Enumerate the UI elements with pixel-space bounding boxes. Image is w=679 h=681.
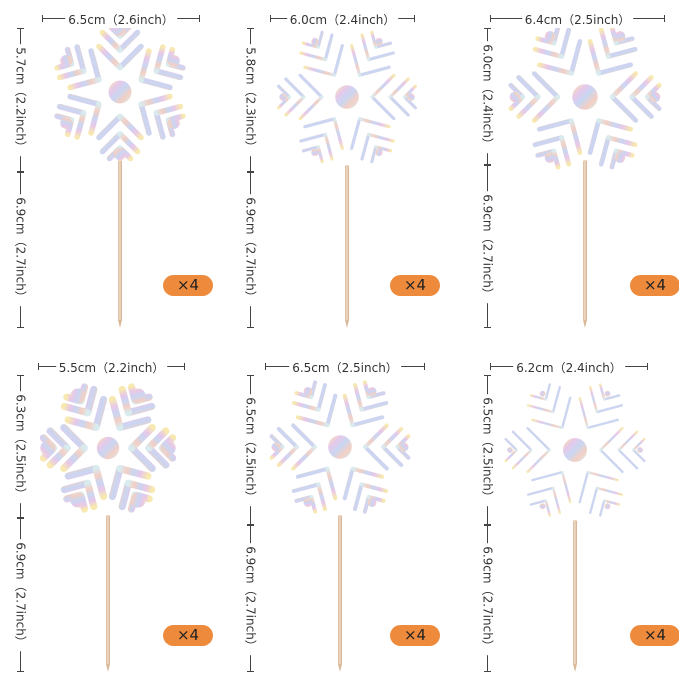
bottom-height-dimension-line: 6.9cm（2.7inch） (242, 525, 260, 672)
snowflake-icon (54, 22, 186, 162)
bottom-height-label: 6.9cm（2.7inch） (479, 542, 497, 655)
snowflake-icon (39, 383, 177, 513)
top-height-label: 6.5cm（2.5inch） (242, 394, 260, 506)
quantity-badge: ×4 (390, 625, 440, 646)
snowflake-icon (508, 24, 662, 170)
width-label: 6.0cm（2.4inch） (286, 11, 399, 28)
toothpick-stick (345, 165, 349, 328)
width-dimension-line: 5.5cm（2.2inch） (38, 359, 185, 376)
quantity-badge: ×4 (163, 625, 213, 646)
snowflake-icon (276, 30, 418, 164)
bottom-height-label: 6.9cm（2.7inch） (479, 190, 497, 303)
bottom-height-label: 6.9cm（2.7inch） (242, 542, 260, 655)
bottom-height-dimension-line: 6.9cm（2.7inch） (242, 172, 260, 328)
snowflake-icon (269, 380, 411, 514)
toothpick-stick (338, 515, 342, 672)
width-dimension-line: 6.5cm（2.6inch） (42, 11, 200, 28)
width-dimension-line: 6.4cm（2.5inch） (490, 11, 665, 28)
width-dimension-line: 6.0cm（2.4inch） (270, 11, 415, 28)
top-height-label: 6.0cm（2.4inch） (479, 40, 497, 153)
bottom-height-dimension-line: 6.9cm（2.7inch） (479, 525, 497, 672)
top-height-dimension-line: 6.5cm（2.5inch） (242, 375, 260, 525)
bottom-height-label: 6.9cm（2.7inch） (242, 194, 260, 306)
width-label: 5.5cm（2.2inch） (55, 359, 168, 376)
top-height-dimension-line: 6.5cm（2.5inch） (479, 375, 497, 525)
top-height-label: 5.7cm（2.2inch） (12, 44, 30, 156)
bottom-height-dimension-line: 6.9cm（2.7inch） (12, 518, 30, 672)
quantity-badge: ×4 (630, 625, 679, 646)
bottom-height-dimension-line: 6.9cm（2.7inch） (479, 165, 497, 328)
toothpick-stick (573, 520, 577, 672)
top-height-label: 6.3cm（2.5inch） (12, 390, 30, 503)
width-dimension-line: 6.5cm（2.5inch） (265, 359, 425, 376)
top-height-label: 6.5cm（2.5inch） (479, 394, 497, 506)
top-height-dimension-line: 6.0cm（2.4inch） (479, 28, 497, 165)
width-label: 6.5cm（2.6inch） (65, 11, 177, 28)
width-label: 6.5cm（2.5inch） (289, 359, 401, 376)
top-height-dimension-line: 6.3cm（2.5inch） (12, 375, 30, 518)
bottom-height-label: 6.9cm（2.7inch） (12, 539, 30, 651)
toothpick-stick (106, 515, 110, 672)
quantity-badge: ×4 (630, 275, 679, 296)
bottom-height-dimension-line: 6.9cm（2.7inch） (12, 172, 30, 328)
width-label: 6.4cm（2.5inch） (521, 11, 634, 28)
top-height-dimension-line: 5.8cm（2.3inch） (242, 28, 260, 172)
snowflake-icon (504, 383, 646, 517)
width-label: 6.2cm（2.4inch） (513, 359, 625, 376)
quantity-badge: ×4 (390, 275, 440, 296)
bottom-height-label: 6.9cm（2.7inch） (12, 194, 30, 306)
width-dimension-line: 6.2cm（2.4inch） (490, 359, 648, 376)
top-height-label: 5.8cm（2.3inch） (242, 44, 260, 156)
toothpick-stick (583, 160, 587, 328)
quantity-badge: ×4 (163, 275, 213, 296)
top-height-dimension-line: 5.7cm（2.2inch） (12, 28, 30, 172)
toothpick-stick (118, 160, 122, 328)
